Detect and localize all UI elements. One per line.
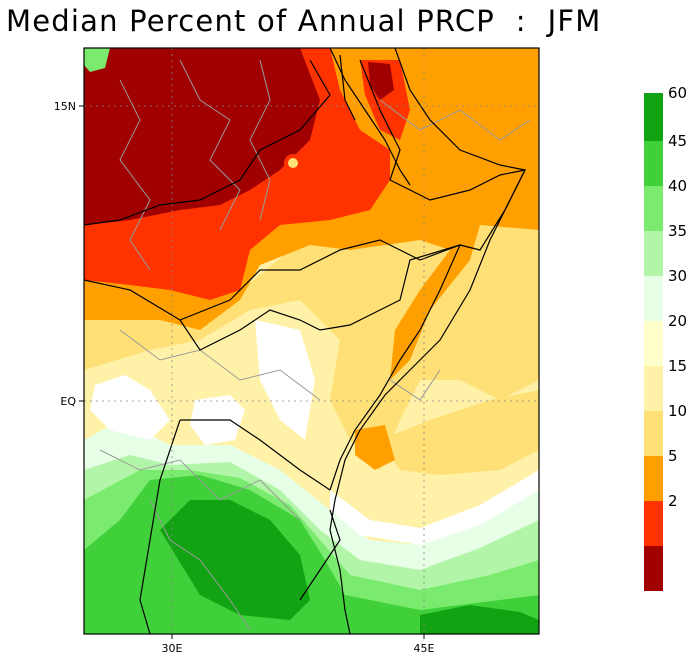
colorbar-label: 45: [668, 132, 687, 150]
colorbar-swatch: [644, 366, 663, 411]
map-field: [84, 48, 539, 634]
map-title: Median Percent of Annual PRCP : JFM: [6, 4, 602, 38]
national-borders: [84, 54, 527, 634]
colorbar-label: 10: [668, 402, 687, 420]
zone-below-2: [84, 48, 320, 225]
colorbar-swatch: [644, 546, 663, 591]
zone-20-30-c: [255, 320, 315, 440]
zone-10-south: [380, 390, 539, 475]
internal-borders: [99, 59, 531, 631]
colorbar-label: 35: [668, 222, 687, 240]
coastline: [329, 169, 526, 634]
gridlines: [84, 48, 539, 634]
zone-below-2-spot: [368, 62, 394, 100]
zone-20-30-b: [90, 375, 170, 440]
colorbar-swatch: [644, 456, 663, 501]
lon-label-30e: 30E: [162, 642, 183, 655]
colorbar-label: 30: [668, 267, 687, 285]
colorbar: 2 5 10 15 20 30 35 40 45 60: [644, 84, 687, 591]
zone-10: [84, 180, 539, 470]
zone-20-30: [330, 470, 539, 545]
colorbar-label: 60: [668, 84, 687, 102]
zone-60-b: [420, 605, 539, 634]
lat-label-eq: EQ: [60, 395, 76, 408]
red-sea-coast: [329, 48, 526, 186]
lat-label-15n: 15N: [54, 100, 76, 113]
colorbar-label: 2: [668, 492, 678, 510]
colorbar-label: 40: [668, 177, 687, 195]
colorbar-swatch: [644, 276, 663, 321]
map-frame: [83, 47, 540, 635]
colorbar-swatch: [644, 93, 663, 141]
colorbar-swatch: [644, 321, 663, 366]
colorbar-swatch: [644, 501, 663, 546]
colorbar-label: 5: [668, 447, 678, 465]
zone-green-corner: [84, 48, 110, 72]
colorbar-swatch: [644, 186, 663, 231]
colorbar-swatch: [644, 411, 663, 456]
colorbar-label: 20: [668, 312, 687, 330]
colorbar-label: 15: [668, 357, 687, 375]
tick-marks: [79, 105, 425, 639]
zone-5-coast: [355, 425, 395, 470]
zone-60: [160, 500, 310, 620]
colorbar-swatch: [644, 141, 663, 186]
lon-label-45e: 45E: [414, 642, 435, 655]
colorbar-swatch: [644, 231, 663, 276]
